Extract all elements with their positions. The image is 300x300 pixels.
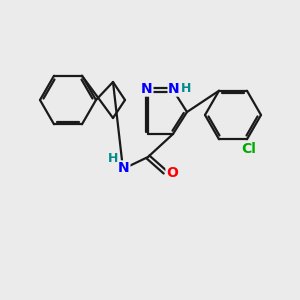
Text: N: N	[118, 161, 130, 175]
Text: H: H	[108, 152, 118, 166]
Text: O: O	[166, 166, 178, 180]
Text: N: N	[168, 82, 180, 96]
Text: Cl: Cl	[242, 142, 256, 156]
Text: N: N	[141, 82, 153, 96]
Text: H: H	[181, 82, 191, 94]
